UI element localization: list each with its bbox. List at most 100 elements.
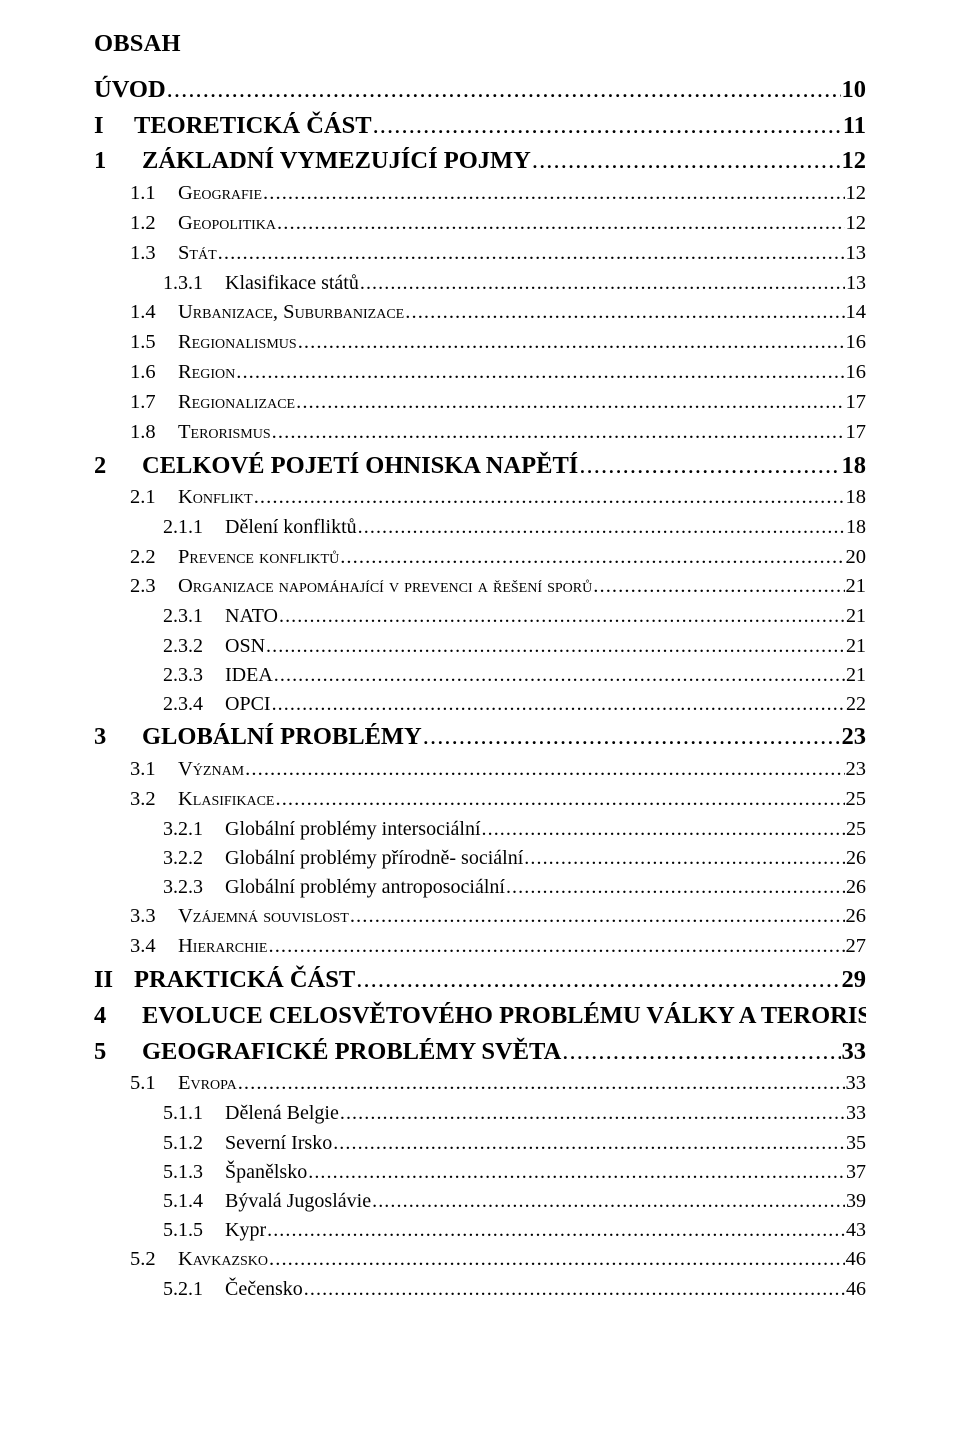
toc-entry-label: 4EVOLUCE CELOSVĚTOVÉHO PROBLÉMU VÁLKY A … (94, 998, 866, 1034)
toc-entry-title: Stát (178, 242, 217, 264)
toc-entry-number: 3.2 (130, 785, 178, 815)
toc-entry: 3.4Hierarchie27 (94, 932, 866, 962)
toc-entry-label: 5.2Kavkazsko (130, 1245, 268, 1275)
toc-entry: ITEORETICKÁ ČÁST11 (94, 108, 866, 144)
toc-entry-label: ÚVOD (94, 72, 166, 108)
toc-leader-dots (279, 602, 845, 631)
toc-entry-title: Prevence konfliktů (178, 546, 339, 568)
toc-entry-label: 5.1.2Severní Irsko (163, 1129, 332, 1158)
toc-entry-number: 1.5 (130, 328, 178, 358)
toc-entry-title: OSN (225, 635, 265, 657)
toc-entry-label: 1.6Region (130, 358, 235, 388)
toc-entry-label: 2.1Konflikt (130, 483, 253, 513)
toc-entry-number: 2.3.2 (163, 632, 225, 661)
toc-entry-label: 3.4Hierarchie (130, 932, 267, 962)
toc-leader-dots (272, 418, 845, 448)
toc-entry-page: 17 (846, 388, 867, 418)
toc-entry-number: 2.3 (130, 572, 178, 602)
toc-leader-dots (266, 632, 845, 661)
toc-entry-label: 2.3.1NATO (163, 602, 278, 631)
toc-entry-label: 1.5Regionalismus (130, 328, 297, 358)
toc-leader-dots (532, 143, 841, 179)
toc-entry-title: Dělení konfliktů (225, 516, 357, 538)
toc-entry-number: 5 (94, 1034, 142, 1070)
toc-entry: 1.7Regionalizace 17 (94, 388, 866, 418)
toc-entry-page: 21 (846, 572, 867, 602)
toc-leader-dots (579, 448, 840, 484)
toc-entry-title: Evropa (178, 1072, 237, 1094)
toc-entry-page: 17 (846, 418, 867, 448)
toc-entry: 5.1.2Severní Irsko 35 (94, 1129, 866, 1158)
toc-entry: 5.1.5Kypr43 (94, 1216, 866, 1245)
toc-entry-title: Dělená Belgie (225, 1102, 339, 1124)
toc-entry: 2.3.3IDEA21 (94, 661, 866, 690)
toc-entry-page: 35 (846, 1129, 866, 1158)
toc-leader-dots (254, 483, 845, 513)
toc-entry-number: 5.2 (130, 1245, 178, 1275)
toc-entry-number: 3.1 (130, 755, 178, 785)
toc-entry-title: Geografie (178, 182, 262, 204)
toc-entry-label: 3.3Vzájemná souvislost (130, 902, 349, 932)
toc-entry: 5.1.1Dělená Belgie33 (94, 1099, 866, 1128)
toc-entry-label: 2.3.2OSN (163, 632, 265, 661)
page-heading: OBSAH (94, 26, 866, 62)
toc-entry-page: 13 (846, 239, 867, 269)
toc-entry-label: 1.2Geopolitika (130, 209, 276, 239)
toc-entry-page: 18 (846, 513, 866, 542)
toc-entry-label: 1ZÁKLADNÍ VYMEZUJÍCÍ POJMY (94, 143, 531, 179)
toc-leader-dots (350, 902, 845, 932)
toc-entry-title: GEOGRAFICKÉ PROBLÉMY SVĚTA (142, 1038, 561, 1065)
toc-entry: 1ZÁKLADNÍ VYMEZUJÍCÍ POJMY12 (94, 143, 866, 179)
toc-entry-page: 25 (846, 785, 867, 815)
toc-entry: ÚVOD10 (94, 72, 866, 108)
toc-entry: 2.3.4OPCI22 (94, 690, 866, 719)
toc-entry-number: 5.2.1 (163, 1275, 225, 1304)
toc-entry-page: 39 (846, 1187, 866, 1216)
toc-entry-page: 21 (846, 632, 866, 661)
toc-entry-page: 21 (846, 602, 866, 631)
toc-entry-page: 26 (846, 844, 866, 873)
toc-entry-title: Kavkazsko (178, 1248, 268, 1270)
toc-entry-title: Význam (178, 758, 244, 780)
toc-leader-dots (218, 239, 845, 269)
toc-entry-title: Geopolitika (178, 212, 276, 234)
toc-entry-label: 5.1.5Kypr (163, 1216, 266, 1245)
toc-leader-dots (356, 962, 840, 998)
toc-entry-title: Terorismus (178, 421, 271, 443)
toc-entry-label: 2.3.3IDEA (163, 661, 273, 690)
toc-entry: 4EVOLUCE CELOSVĚTOVÉHO PROBLÉMU VÁLKY A … (94, 998, 866, 1034)
toc-leader-dots (593, 572, 844, 602)
toc-entry-title: GLOBÁLNÍ PROBLÉMY (142, 723, 422, 750)
toc-entry-page: 14 (846, 298, 867, 328)
toc-entry-title: Čečensko (225, 1278, 303, 1300)
toc-entry-page: 33 (846, 1099, 866, 1128)
toc-entry-number: 1.8 (130, 418, 178, 448)
toc-entry-page: 37 (846, 1158, 866, 1187)
toc-entry-label: 5.1.4Bývalá Jugoslávie (163, 1187, 371, 1216)
toc-entry-label: 1.3Stát (130, 239, 217, 269)
toc-entry-number: 4 (94, 998, 142, 1034)
toc-leader-dots (340, 1099, 845, 1128)
toc-leader-dots (506, 873, 845, 902)
toc-entry: 5.1Evropa33 (94, 1069, 866, 1099)
toc-entry-label: 3GLOBÁLNÍ PROBLÉMY (94, 719, 422, 755)
toc-entry-title: ÚVOD (94, 76, 166, 103)
toc-entry-title: NATO (225, 605, 278, 627)
toc-entry-label: 2.1.1Dělení konfliktů (163, 513, 357, 542)
toc-entry-label: 1.7Regionalizace (130, 388, 295, 418)
toc-entry: 3.2Klasifikace25 (94, 785, 866, 815)
toc-entry-title: Globální problémy intersociální (225, 818, 481, 840)
toc-leader-dots (358, 513, 845, 542)
toc-entry-title: Severní Irsko (225, 1132, 332, 1154)
table-of-contents: ÚVOD10ITEORETICKÁ ČÁST111ZÁKLADNÍ VYMEZU… (94, 72, 866, 1305)
toc-entry: 5.1.3Španělsko37 (94, 1158, 866, 1187)
toc-entry-title: TEORETICKÁ ČÁST (134, 112, 372, 139)
toc-entry: 1.5Regionalismus16 (94, 328, 866, 358)
toc-entry-label: 3.2.3Globální problémy antroposociální (163, 873, 505, 902)
toc-leader-dots (360, 269, 845, 298)
toc-entry-label: IIPRAKTICKÁ ČÁST (94, 962, 355, 998)
toc-entry: 3.2.2Globální problémy přírodně- sociáln… (94, 844, 866, 873)
toc-entry-page: 33 (842, 1034, 867, 1070)
toc-leader-dots (304, 1275, 845, 1304)
toc-entry-label: 1.8Terorismus (130, 418, 271, 448)
